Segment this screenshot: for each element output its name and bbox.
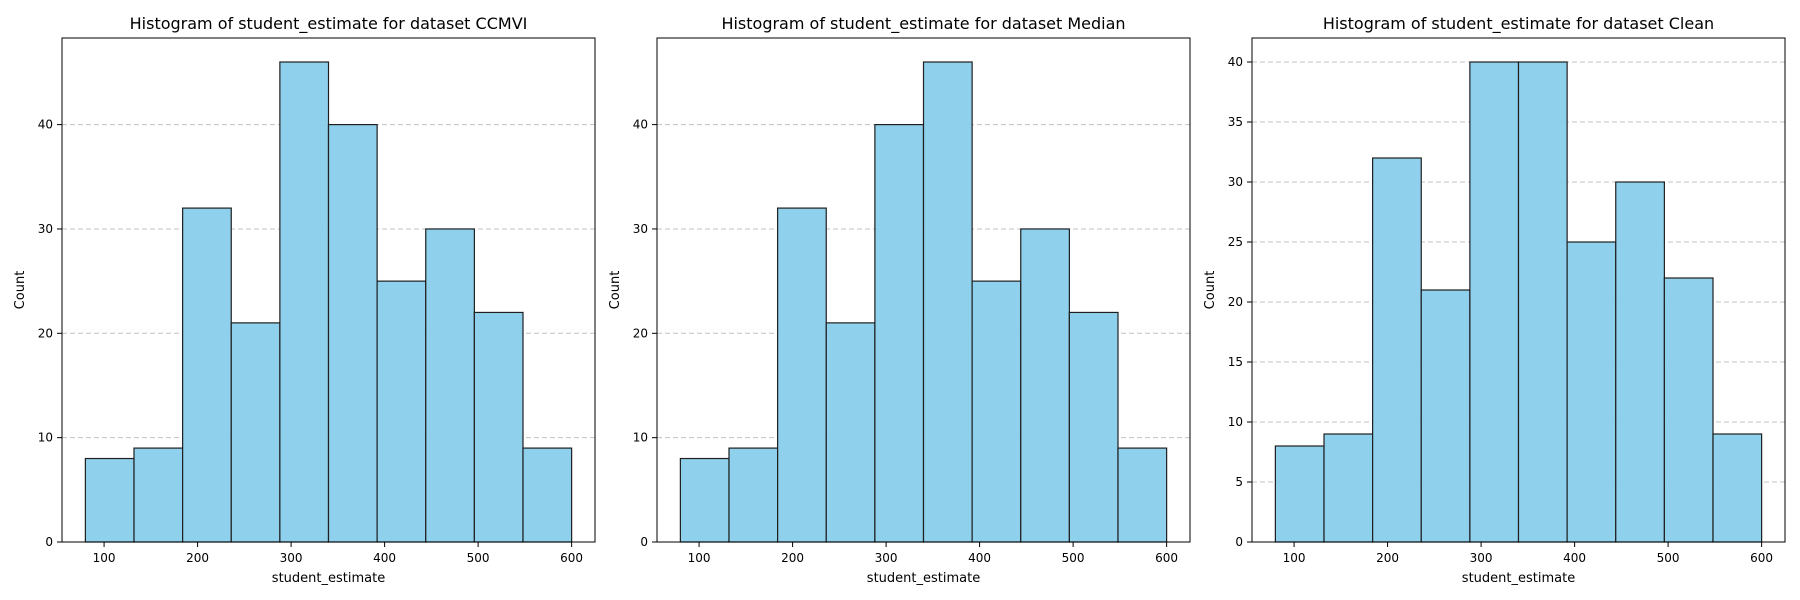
y-tick-label: 20 xyxy=(1228,295,1243,309)
histogram-bar xyxy=(1323,433,1374,543)
bars xyxy=(1274,61,1763,543)
bars xyxy=(84,61,573,543)
y-tick-label: 40 xyxy=(38,118,53,132)
histogram-bar xyxy=(874,124,925,543)
histogram-bar xyxy=(1420,289,1471,543)
y-tick-label: 40 xyxy=(633,118,648,132)
histogram-bar xyxy=(522,447,573,543)
y-axis-label: Count xyxy=(608,271,623,310)
histogram-bar xyxy=(1372,157,1422,543)
histogram-bar xyxy=(1020,228,1070,543)
histogram-bar xyxy=(473,311,524,543)
y-axis-label: Count xyxy=(13,271,28,310)
y-tick-label: 10 xyxy=(633,431,648,445)
histogram-bar xyxy=(922,61,973,543)
histogram-bar xyxy=(971,280,1022,543)
y-tick-label: 5 xyxy=(1235,475,1243,489)
x-tick-label: 400 xyxy=(968,551,991,565)
histogram-bar xyxy=(230,322,281,543)
y-tick-label: 20 xyxy=(38,326,53,340)
y-tick-label: 25 xyxy=(1228,235,1243,249)
y-tick-label: 15 xyxy=(1228,355,1243,369)
histogram-bar xyxy=(279,61,330,543)
x-tick-label: 400 xyxy=(373,551,396,565)
y-tick-label: 0 xyxy=(640,535,648,549)
x-tick-label: 600 xyxy=(560,551,583,565)
x-tick-label: 500 xyxy=(1657,551,1680,565)
histogram-bar xyxy=(1663,277,1714,543)
x-tick-label: 600 xyxy=(1750,551,1773,565)
x-tick-label: 600 xyxy=(1155,551,1178,565)
histogram-bar xyxy=(182,207,232,543)
y-tick-label: 30 xyxy=(633,222,648,236)
histogram-bar xyxy=(777,207,827,543)
histogram-bar xyxy=(1117,447,1168,543)
histogram-bar xyxy=(1068,311,1119,543)
histogram-bar xyxy=(327,124,378,543)
x-tick-label: 300 xyxy=(1470,551,1493,565)
bars xyxy=(679,61,1168,543)
histogram-bar xyxy=(1566,241,1617,543)
y-tick-label: 10 xyxy=(38,431,53,445)
chart-title: Histogram of student_estimate for datase… xyxy=(1323,14,1714,34)
histogram-bar xyxy=(1712,433,1763,543)
x-tick-label: 100 xyxy=(688,551,711,565)
histogram-bar xyxy=(728,447,779,543)
histogram-bar xyxy=(825,322,876,543)
x-tick-label: 300 xyxy=(875,551,898,565)
y-axis-label: Count xyxy=(1203,271,1218,310)
x-axis-label: student_estimate xyxy=(272,571,385,586)
x-tick-label: 200 xyxy=(186,551,209,565)
x-tick-label: 100 xyxy=(93,551,116,565)
x-tick-label: 300 xyxy=(280,551,303,565)
y-tick-label: 30 xyxy=(38,222,53,236)
x-axis-label: student_estimate xyxy=(1462,571,1575,586)
x-tick-label: 200 xyxy=(1376,551,1399,565)
y-tick-label: 0 xyxy=(45,535,53,549)
y-tick-label: 0 xyxy=(1235,535,1243,549)
histogram-bar xyxy=(1274,445,1325,543)
chart-title: Histogram of student_estimate for datase… xyxy=(130,14,528,34)
x-axis-label: student_estimate xyxy=(867,571,980,586)
histogram-panel-median: Histogram of student_estimate for datase… xyxy=(608,14,1191,586)
histogram-bar xyxy=(133,447,184,543)
histogram-bar xyxy=(1469,61,1520,543)
histogram-bar xyxy=(425,228,475,543)
histogram-panel-ccmvi: Histogram of student_estimate for datase… xyxy=(13,14,596,586)
x-tick-label: 400 xyxy=(1563,551,1586,565)
y-tick-label: 30 xyxy=(1228,175,1243,189)
y-tick-label: 10 xyxy=(1228,415,1243,429)
y-tick-label: 40 xyxy=(1228,55,1243,69)
histogram-panel-clean: Histogram of student_estimate for datase… xyxy=(1203,14,1786,586)
histogram-bar xyxy=(84,457,135,543)
histogram-bar xyxy=(1615,181,1665,543)
histogram-bar xyxy=(679,457,730,543)
y-tick-label: 35 xyxy=(1228,115,1243,129)
x-tick-label: 200 xyxy=(781,551,804,565)
axes-frame xyxy=(656,37,1191,543)
y-tick-label: 20 xyxy=(633,326,648,340)
axes-frame xyxy=(1251,37,1786,543)
x-tick-label: 500 xyxy=(467,551,490,565)
x-tick-label: 500 xyxy=(1062,551,1085,565)
histogram-bar xyxy=(376,280,427,543)
axes-frame xyxy=(61,37,596,543)
chart-title: Histogram of student_estimate for datase… xyxy=(721,14,1125,34)
histogram-bar xyxy=(1517,61,1568,543)
x-tick-label: 100 xyxy=(1283,551,1306,565)
